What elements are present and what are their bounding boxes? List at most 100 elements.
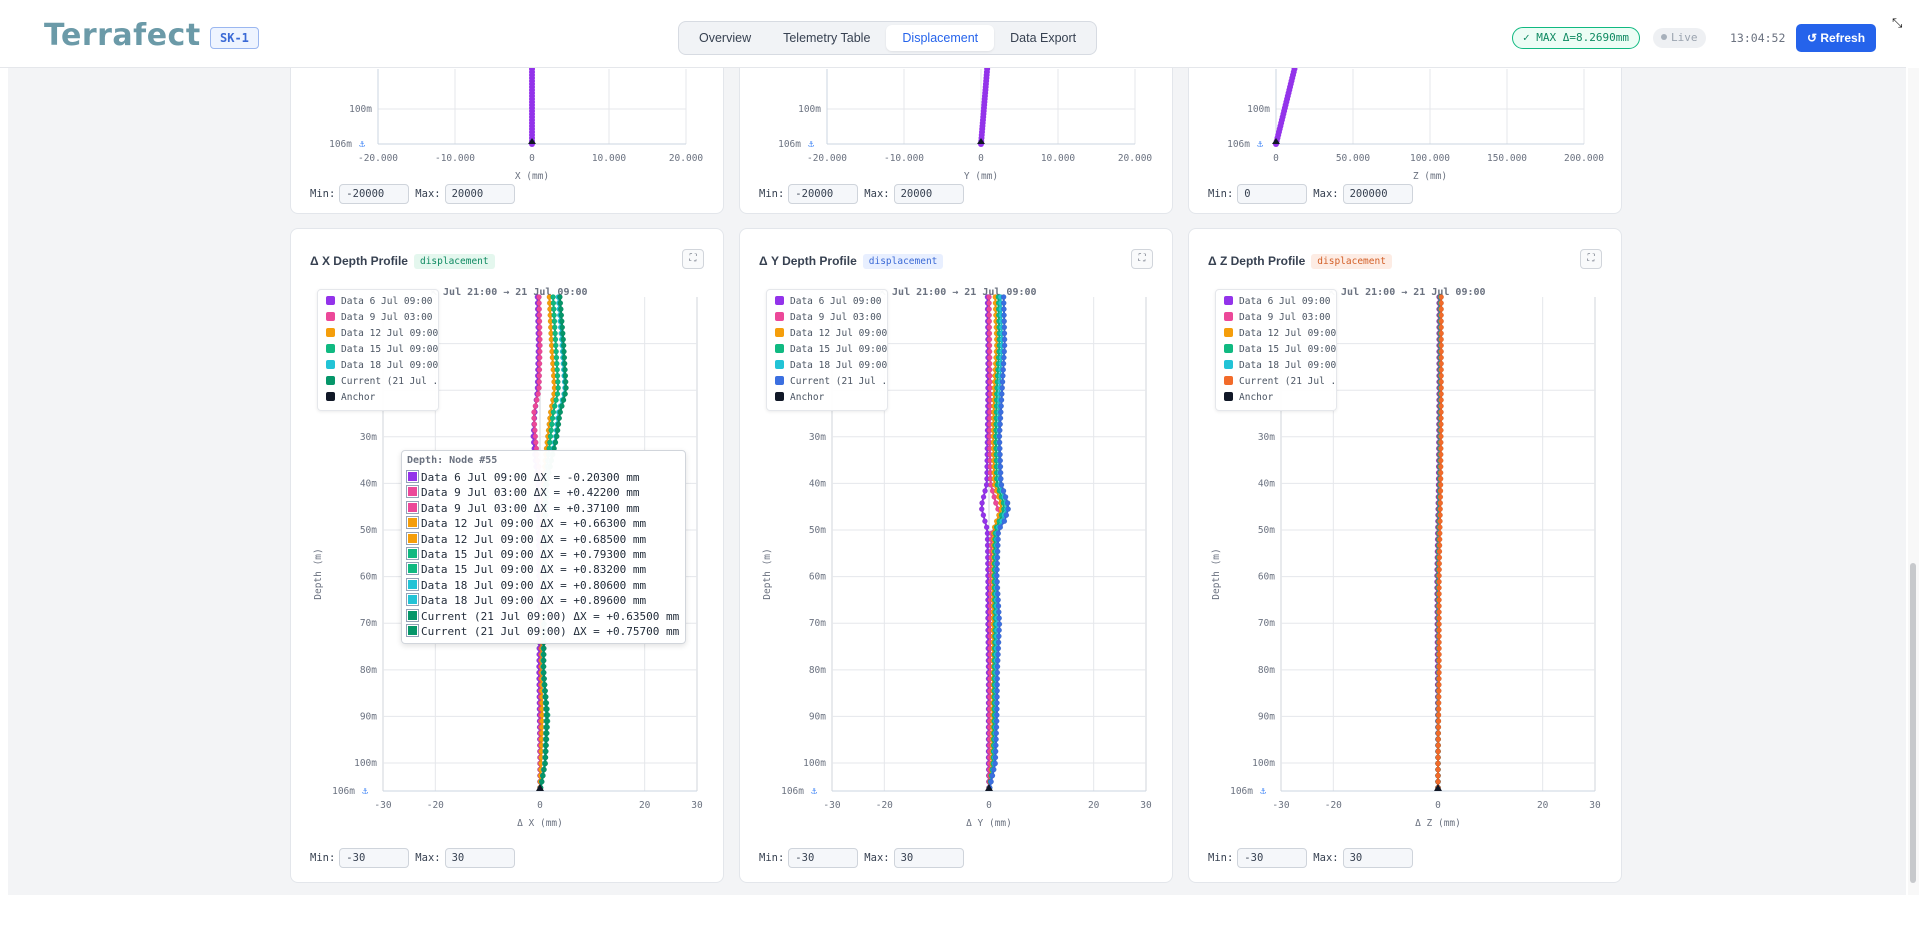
data-point: [982, 518, 988, 525]
tooltip-row: Current (21 Jul 09:00) ΔX = +0.63500 mm: [406, 608, 680, 624]
legend-item[interactable]: Data 15 Jul 09:00: [326, 342, 438, 358]
tab-overview[interactable]: Overview: [699, 31, 752, 45]
tooltip-row: Data 6 Jul 09:00 ΔX = -0.20300 mm: [406, 470, 680, 485]
legend-item[interactable]: Data 6 Jul 09:00: [326, 294, 438, 310]
x-tick-label: 30: [691, 800, 703, 811]
expand-icon[interactable]: ⛶: [1131, 249, 1153, 269]
data-point: [557, 300, 564, 306]
x-tick-label: -20: [876, 800, 893, 811]
x-axis-label: Z (mm): [1413, 171, 1447, 182]
legend-item[interactable]: Data 6 Jul 09:00: [1224, 294, 1336, 310]
data-point: [562, 372, 569, 379]
legend-item[interactable]: Data 12 Jul 09:00: [1224, 326, 1336, 342]
data-point: [997, 451, 1003, 458]
data-point: [559, 324, 566, 331]
data-point: [1003, 512, 1010, 518]
expand-icon[interactable]: ⛶: [682, 249, 704, 269]
data-point: [540, 657, 547, 664]
legend-swatch: [775, 376, 784, 385]
data-point: [1438, 378, 1444, 385]
max-input[interactable]: 20000: [444, 184, 515, 204]
expand-icon[interactable]: ⛶: [1580, 249, 1602, 269]
data-point: [998, 409, 1004, 415]
data-point: [1436, 554, 1443, 561]
legend-item[interactable]: Anchor: [1224, 390, 1336, 406]
tooltip-row: Data 9 Jul 03:00 ΔX = +0.37100 mm: [406, 500, 680, 516]
page-scrollbar[interactable]: [1908, 68, 1919, 895]
data-point: [994, 669, 1001, 676]
data-point: [1438, 312, 1444, 319]
legend-item[interactable]: Data 15 Jul 09:00: [1224, 342, 1336, 358]
depth-tick-label: 106m: [778, 139, 801, 150]
legend-label: Anchor: [341, 392, 376, 403]
tab-data-export[interactable]: Data Export: [1010, 31, 1077, 45]
data-point: [532, 427, 538, 434]
legend-item[interactable]: Data 6 Jul 09:00: [775, 294, 887, 310]
tab-displacement[interactable]: Displacement: [886, 25, 995, 51]
data-point: [1438, 421, 1444, 428]
live-status-badge[interactable]: Live: [1653, 28, 1706, 48]
data-point: [1438, 354, 1444, 361]
data-point: [979, 500, 985, 506]
depth-tick-label: 80m: [1258, 665, 1275, 676]
data-point: [540, 663, 547, 670]
chart-title: Δ Z Depth Profile displacement: [1208, 254, 1392, 269]
legend-label: Current (21 Jul ...: [790, 376, 887, 387]
legend-item[interactable]: Data 15 Jul 09:00: [775, 342, 887, 358]
anchor-marker: [985, 784, 993, 791]
data-point: [549, 421, 555, 428]
x-tick-label: 150.000: [1487, 153, 1527, 164]
refresh-button[interactable]: ↺ Refresh: [1796, 24, 1876, 52]
data-point: [1436, 645, 1442, 652]
data-point: [542, 694, 549, 700]
app-logo[interactable]: Terrafect: [44, 18, 201, 53]
scrollbar-thumb[interactable]: [1910, 563, 1916, 883]
legend-label: Current (21 Jul ...: [341, 376, 438, 387]
legend-item[interactable]: Anchor: [775, 390, 887, 406]
legend-swatch: [326, 328, 335, 337]
max-input[interactable]: 30: [893, 848, 964, 868]
anchor-icon: ⚓: [1260, 786, 1266, 797]
legend-item[interactable]: Anchor: [326, 390, 438, 406]
data-point: [555, 421, 562, 428]
min-input[interactable]: 0: [1237, 184, 1308, 204]
legend-item[interactable]: Data 18 Jul 09:00: [775, 358, 887, 374]
legend-item[interactable]: Data 9 Jul 03:00: [1224, 310, 1336, 326]
legend-item[interactable]: Current (21 Jul ...: [326, 374, 438, 390]
tooltip-text: Current (21 Jul 09:00) ΔX = +0.75700 mm: [421, 624, 680, 638]
max-label: Max:: [1313, 852, 1339, 864]
y-axis-label: Depth (m): [762, 548, 773, 599]
tab-telemetry-table[interactable]: Telemetry Table: [783, 31, 871, 45]
tooltip-swatch: [406, 516, 419, 530]
data-point: [536, 324, 543, 331]
legend-item[interactable]: Data 9 Jul 03:00: [775, 310, 887, 326]
legend-item[interactable]: Current (21 Jul ...: [1224, 374, 1336, 390]
tooltip-text: Data 12 Jul 09:00 ΔX = +0.66300 mm: [421, 517, 647, 531]
series-current-21-jul-09-00-: [986, 294, 1012, 791]
min-input[interactable]: -30: [788, 848, 859, 868]
legend-item[interactable]: Current (21 Jul ...: [775, 374, 887, 390]
legend-item[interactable]: Data 18 Jul 09:00: [1224, 358, 1336, 374]
max-input[interactable]: 30: [444, 848, 515, 868]
min-input[interactable]: -30: [1237, 848, 1308, 868]
max-input[interactable]: 200000: [1342, 184, 1413, 204]
legend-item[interactable]: Data 12 Jul 09:00: [775, 326, 887, 342]
legend-item[interactable]: Data 18 Jul 09:00: [326, 358, 438, 374]
max-input[interactable]: 20000: [893, 184, 964, 204]
data-point: [1435, 742, 1442, 749]
min-input[interactable]: -20000: [788, 184, 859, 204]
legend-item[interactable]: Data 9 Jul 03:00: [326, 310, 438, 326]
app-header: Terrafect SK-1 Overview Telemetry Table …: [0, 0, 1906, 68]
data-point: [1001, 354, 1007, 361]
collapse-icon[interactable]: ⤡: [1892, 15, 1903, 30]
data-point: [995, 639, 1002, 646]
max-input[interactable]: 30: [1342, 848, 1413, 868]
data-point: [1436, 536, 1443, 543]
data-point: [986, 354, 993, 361]
min-input[interactable]: -30: [339, 848, 410, 868]
legend-item[interactable]: Data 12 Jul 09:00: [326, 326, 438, 342]
site-badge[interactable]: SK-1: [210, 27, 259, 49]
min-input[interactable]: -20000: [339, 184, 410, 204]
data-point: [553, 354, 560, 361]
data-point: [993, 742, 999, 749]
